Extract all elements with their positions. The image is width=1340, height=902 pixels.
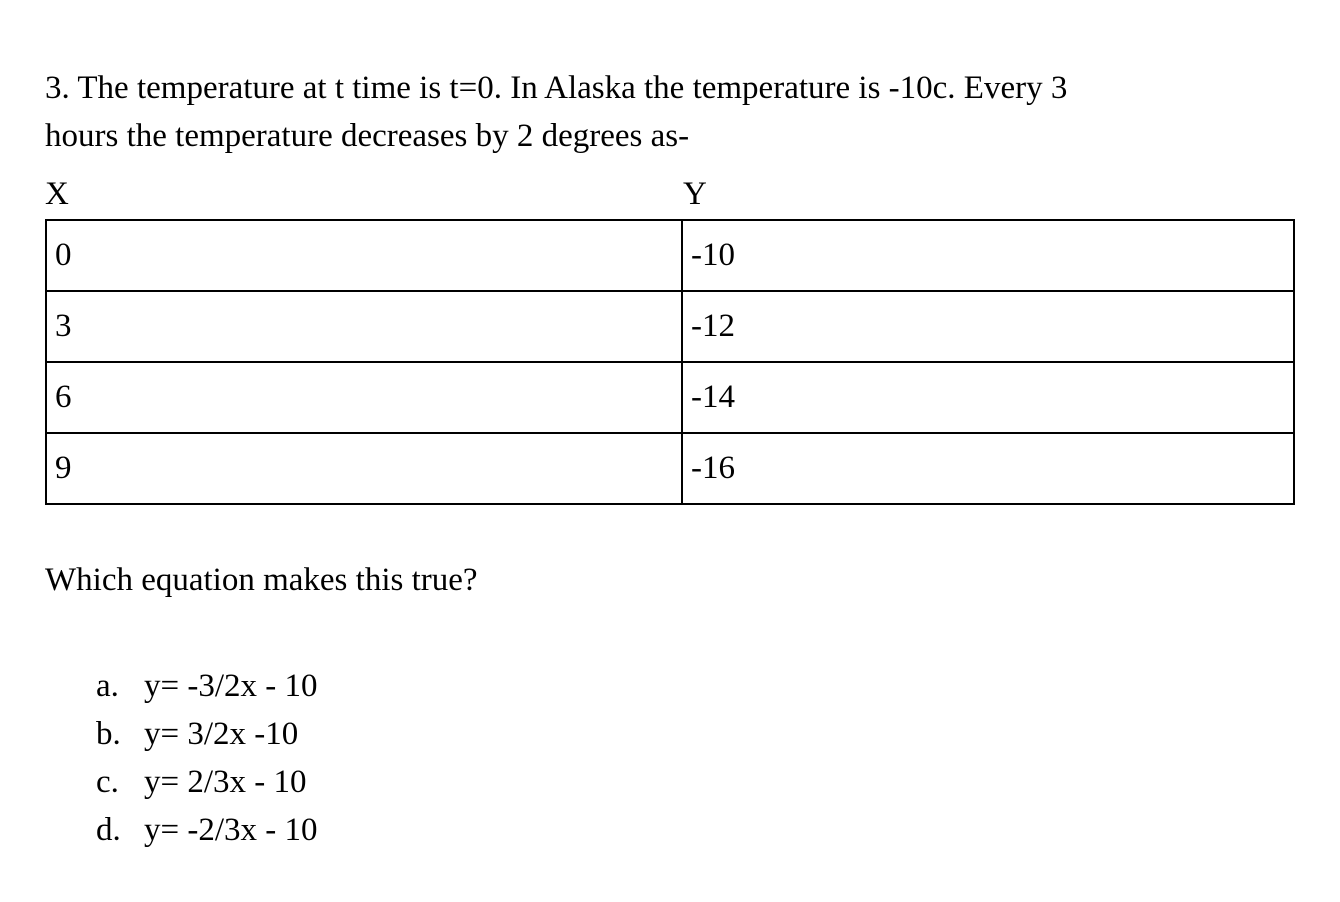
table-header-y: Y: [683, 176, 707, 212]
choice-d-equation: y= -2/3x - 10: [144, 812, 318, 848]
question-line-2: hours the temperature decreases by 2 deg…: [45, 118, 690, 154]
table-row: 9 -16: [45, 432, 1295, 505]
table-row: 3 -12: [45, 290, 1295, 363]
choice-a-letter: a.: [96, 668, 119, 704]
cell-x: 6: [45, 361, 683, 434]
choice-c: c. y= 2/3x - 10: [96, 758, 318, 806]
table-row: 6 -14: [45, 361, 1295, 434]
choice-d: d. y= -2/3x - 10: [96, 806, 318, 854]
choice-c-letter: c.: [96, 764, 119, 800]
answer-choices: a. y= -3/2x - 10 b. y= 3/2x -10 c. y= 2/…: [96, 662, 318, 854]
cell-y: -12: [681, 290, 1295, 363]
cell-x: 9: [45, 432, 683, 505]
choice-b-letter: b.: [96, 716, 121, 752]
choice-a-equation: y= -3/2x - 10: [144, 668, 318, 704]
table-row: 0 -10: [45, 219, 1295, 292]
question-text: 3. The temperature at t time is t=0. In …: [45, 64, 1067, 160]
cell-y: -16: [681, 432, 1295, 505]
cell-x: 3: [45, 290, 683, 363]
choice-b-equation: y= 3/2x -10: [144, 716, 299, 752]
question-line-1: 3. The temperature at t time is t=0. In …: [45, 70, 1068, 106]
table-header-x: X: [45, 176, 69, 212]
cell-y: -10: [681, 219, 1295, 292]
values-table: 0 -10 3 -12 6 -14 9 -16: [45, 219, 1295, 505]
choice-a: a. y= -3/2x - 10: [96, 662, 318, 710]
choice-c-equation: y= 2/3x - 10: [144, 764, 307, 800]
question-prompt: Which equation makes this true?: [45, 562, 478, 598]
cell-y: -14: [681, 361, 1295, 434]
cell-x: 0: [45, 219, 683, 292]
choice-d-letter: d.: [96, 812, 121, 848]
choice-b: b. y= 3/2x -10: [96, 710, 318, 758]
